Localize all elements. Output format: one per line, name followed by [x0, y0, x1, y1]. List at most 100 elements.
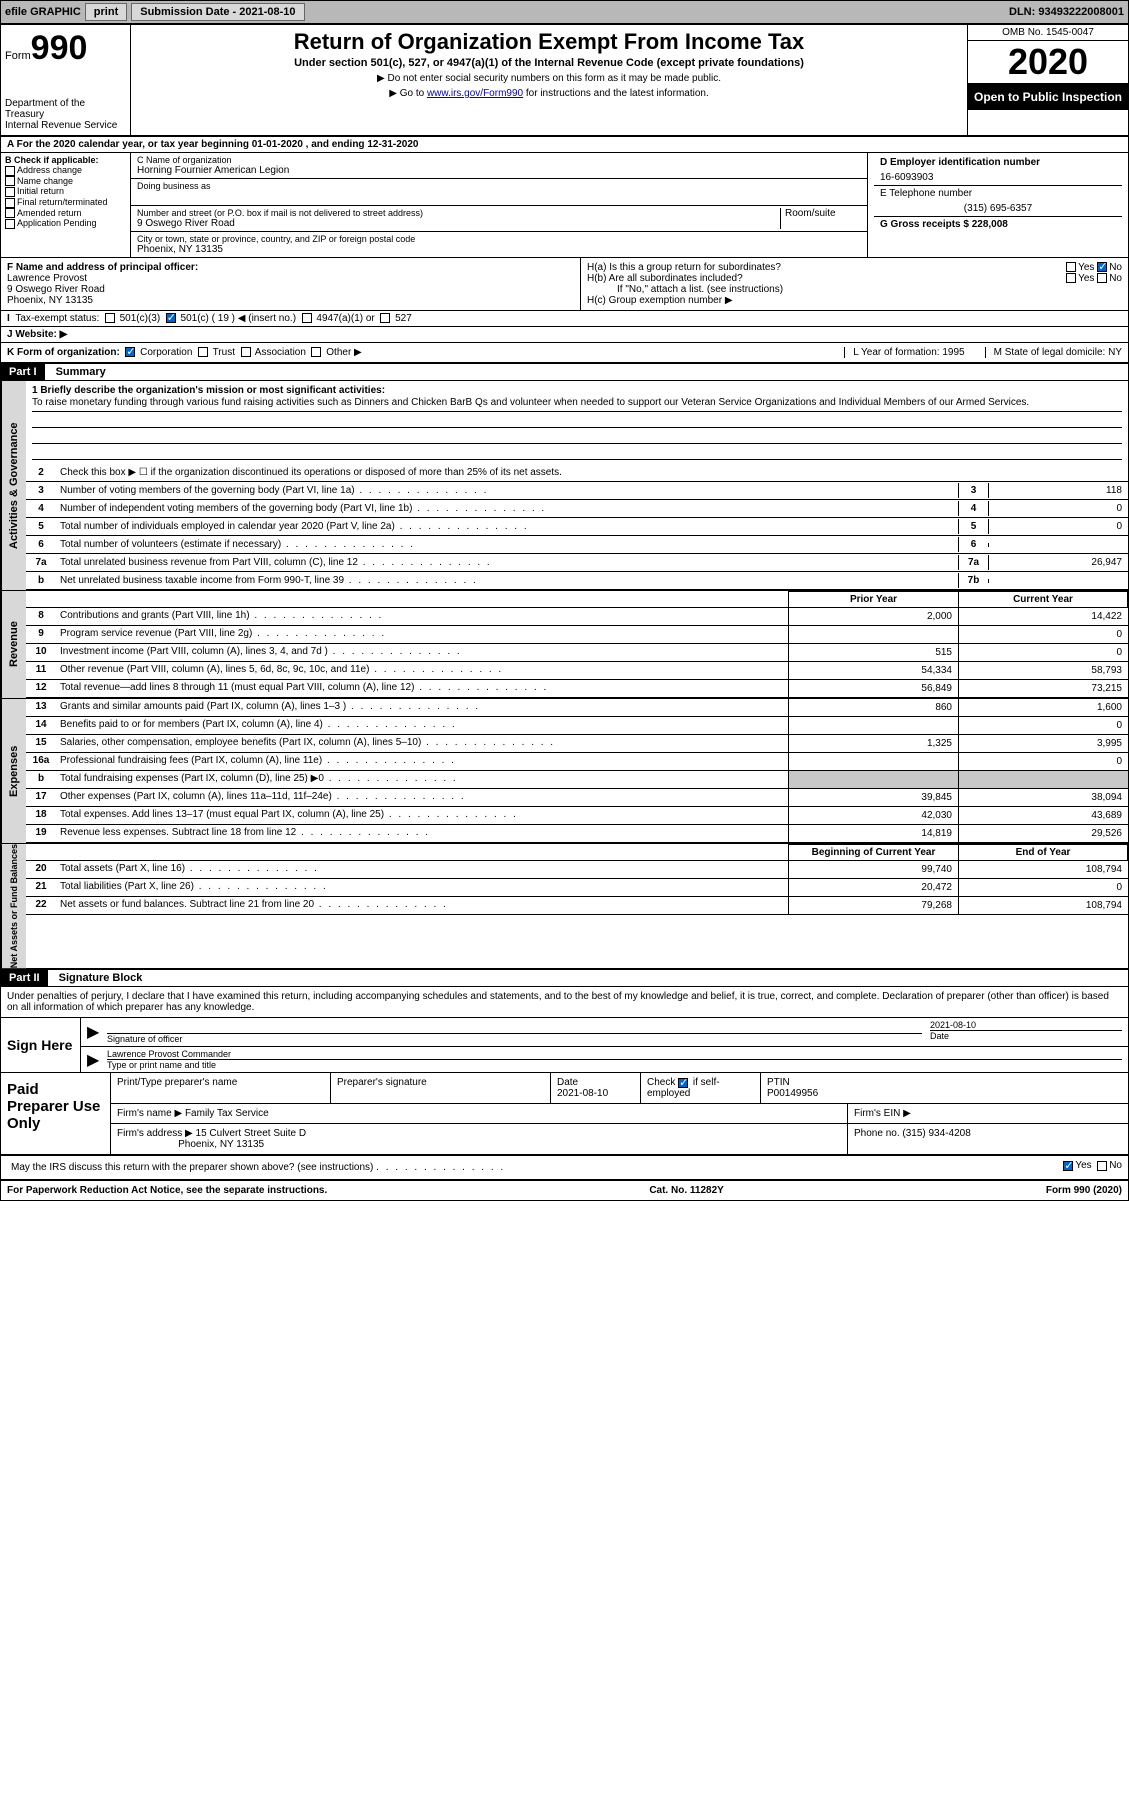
firm-name: Family Tax Service: [185, 1108, 269, 1119]
hb-note: If "No," attach a list. (see instruction…: [587, 284, 1122, 295]
cb-other[interactable]: [311, 347, 321, 357]
data-line: 8Contributions and grants (Part VIII, li…: [26, 608, 1128, 626]
irs-link[interactable]: www.irs.gov/Form990: [427, 88, 523, 99]
city-label: City or town, state or province, country…: [137, 234, 861, 244]
prep-date: 2021-08-10: [557, 1088, 608, 1099]
firm-phone: Phone no. (315) 934-4208: [848, 1124, 1128, 1154]
cat-no: Cat. No. 11282Y: [649, 1185, 723, 1196]
cb-501c3[interactable]: [105, 313, 115, 323]
opt-other: Other ▶: [326, 347, 361, 358]
opt-final: Final return/terminated: [17, 197, 108, 207]
form-title: Return of Organization Exempt From Incom…: [139, 29, 959, 55]
hb-no[interactable]: [1097, 273, 1107, 283]
opt-amended: Amended return: [17, 208, 82, 218]
checkbox-initial[interactable]: [5, 187, 15, 197]
data-line: 18Total expenses. Add lines 13–17 (must …: [26, 807, 1128, 825]
submission-date-button[interactable]: Submission Date - 2021-08-10: [131, 3, 304, 21]
opt-trust: Trust: [213, 347, 235, 358]
part1-header: Part I: [1, 364, 45, 380]
opt-initial: Initial return: [17, 186, 64, 196]
form-page: Form990 Department of the Treasury Inter…: [0, 24, 1129, 1201]
c-name-label: C Name of organization: [137, 155, 861, 165]
row-a-text: A For the 2020 calendar year, or tax yea…: [7, 139, 418, 150]
cb-501c[interactable]: [166, 313, 176, 323]
net-col-header: Beginning of Current Year End of Year: [26, 844, 1128, 861]
firm-city: Phoenix, NY 13135: [178, 1139, 264, 1150]
cb-self-employed[interactable]: [678, 1078, 688, 1088]
form-subtitle: Under section 501(c), 527, or 4947(a)(1)…: [139, 57, 959, 69]
checkbox-pending[interactable]: [5, 219, 15, 229]
discuss-yes[interactable]: [1063, 1161, 1073, 1171]
sig-officer-label: Signature of officer: [107, 1034, 922, 1044]
opt-501c: 501(c) ( 19 ) ◀ (insert no.): [181, 313, 297, 324]
cb-corp[interactable]: [125, 347, 135, 357]
org-name: Horning Fournier American Legion: [137, 165, 861, 176]
officer-typed-name: Lawrence Provost Commander: [107, 1049, 1122, 1060]
part1-header-row: Part I Summary: [1, 364, 1128, 381]
print-button[interactable]: print: [85, 3, 127, 21]
room-label: Room/suite: [781, 208, 861, 229]
opt-address: Address change: [17, 165, 82, 175]
note-ssn: ▶ Do not enter social security numbers o…: [139, 73, 959, 84]
hb-yes-l: Yes: [1078, 273, 1094, 284]
form-word: Form: [5, 50, 31, 62]
paid-preparer-row: Paid Preparer Use Only Print/Type prepar…: [1, 1073, 1128, 1156]
form-header: Form990 Department of the Treasury Inter…: [1, 25, 1128, 137]
form-ref: Form 990 (2020): [1046, 1185, 1122, 1196]
cb-trust[interactable]: [198, 347, 208, 357]
row-j: J Website: ▶: [1, 327, 1128, 343]
data-line: 12Total revenue—add lines 8 through 11 (…: [26, 680, 1128, 698]
gov-line: bNet unrelated business taxable income f…: [26, 572, 1128, 590]
checkbox-address-change[interactable]: [5, 166, 15, 176]
governance-block: Activities & Governance 1 Briefly descri…: [1, 381, 1128, 590]
data-line: 15Salaries, other compensation, employee…: [26, 735, 1128, 753]
opt-assoc: Association: [255, 347, 306, 358]
cb-assoc[interactable]: [241, 347, 251, 357]
rev-col-header: Prior Year Current Year: [26, 591, 1128, 608]
mission-text: To raise monetary funding through variou…: [32, 396, 1122, 412]
opt-501c3: 501(c)(3): [120, 313, 161, 324]
checkbox-final[interactable]: [5, 198, 15, 208]
org-address: 9 Oswego River Road: [137, 218, 776, 229]
gov-line: 4Number of independent voting members of…: [26, 500, 1128, 518]
arrow-icon-2: ▶: [87, 1049, 107, 1070]
cb-4947[interactable]: [302, 313, 312, 323]
checkbox-amended[interactable]: [5, 208, 15, 218]
ha-yes[interactable]: [1066, 262, 1076, 272]
mission-box: 1 Briefly describe the organization's mi…: [26, 381, 1128, 464]
data-line: 20Total assets (Part X, line 16)99,74010…: [26, 861, 1128, 879]
top-toolbar: efile GRAPHIC print Submission Date - 20…: [0, 0, 1129, 24]
data-line: 9Program service revenue (Part VIII, lin…: [26, 626, 1128, 644]
part1-title: Summary: [48, 366, 106, 378]
gross-receipts: G Gross receipts $ 228,008: [874, 217, 1122, 232]
ha-no[interactable]: [1097, 262, 1107, 272]
efile-label: efile GRAPHIC: [5, 6, 81, 18]
ha-no-l: No: [1109, 262, 1122, 273]
officer-addr2: Phoenix, NY 13135: [7, 295, 574, 306]
data-line: 22Net assets or fund balances. Subtract …: [26, 897, 1128, 915]
cb-527[interactable]: [380, 313, 390, 323]
sidebar-expenses: Expenses: [1, 699, 26, 843]
data-line: 11Other revenue (Part VIII, column (A), …: [26, 662, 1128, 680]
prep-sig-h: Preparer's signature: [331, 1073, 551, 1103]
sidebar-netassets: Net Assets or Fund Balances: [1, 844, 26, 968]
part2-header-row: Part II Signature Block: [1, 968, 1128, 987]
col-b: B Check if applicable: Address change Na…: [1, 153, 131, 257]
hb-yes[interactable]: [1066, 273, 1076, 283]
section-bcd: B Check if applicable: Address change Na…: [1, 153, 1128, 258]
org-city: Phoenix, NY 13135: [137, 244, 861, 255]
addr-label: Number and street (or P.O. box if mail i…: [137, 208, 776, 218]
dln-label: DLN: 93493222008001: [1009, 6, 1124, 18]
department-label: Department of the Treasury Internal Reve…: [5, 98, 126, 131]
data-line: 19Revenue less expenses. Subtract line 1…: [26, 825, 1128, 843]
line1-label: 1 Briefly describe the organization's mi…: [32, 385, 1122, 396]
revenue-block: Revenue Prior Year Current Year 8Contrib…: [1, 590, 1128, 698]
hb-no-l: No: [1109, 273, 1122, 284]
arrow-icon: ▶: [87, 1020, 107, 1044]
website-label: J Website: ▶: [7, 329, 67, 340]
row-a-tax-year: A For the 2020 calendar year, or tax yea…: [1, 137, 1128, 153]
data-line: bTotal fundraising expenses (Part IX, co…: [26, 771, 1128, 789]
discuss-no[interactable]: [1097, 1161, 1107, 1171]
note-link: ▶ Go to www.irs.gov/Form990 for instruct…: [139, 88, 959, 99]
checkbox-name-change[interactable]: [5, 176, 15, 186]
